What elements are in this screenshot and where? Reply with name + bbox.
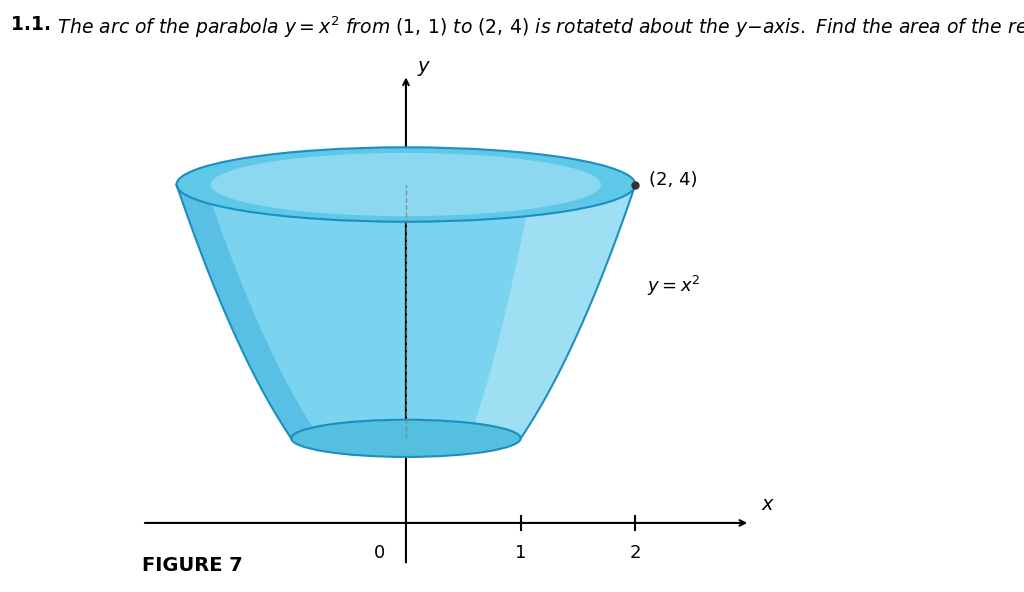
Ellipse shape [291,420,520,457]
Text: (2, 4): (2, 4) [649,171,697,189]
Text: FIGURE 7: FIGURE 7 [142,556,243,575]
Polygon shape [176,185,636,438]
Polygon shape [469,185,636,438]
Text: 0: 0 [374,544,385,562]
Ellipse shape [211,153,601,216]
Text: 1: 1 [515,544,526,562]
Text: 2: 2 [630,544,641,562]
Text: y: y [418,57,429,76]
Text: $\mathbf{1.1.}$: $\mathbf{1.1.}$ [10,15,50,34]
Text: x: x [762,496,773,514]
Text: $y = x^2$: $y = x^2$ [647,274,700,298]
Polygon shape [176,185,319,438]
Text: $\it{The\ arc\ of\ the\ parabola\ }$$y = x^2$$\it{\ from\ (1,\,1)\ to\ (2,\,4)\ : $\it{The\ arc\ of\ the\ parabola\ }$$y =… [46,15,1024,40]
Ellipse shape [176,147,636,222]
